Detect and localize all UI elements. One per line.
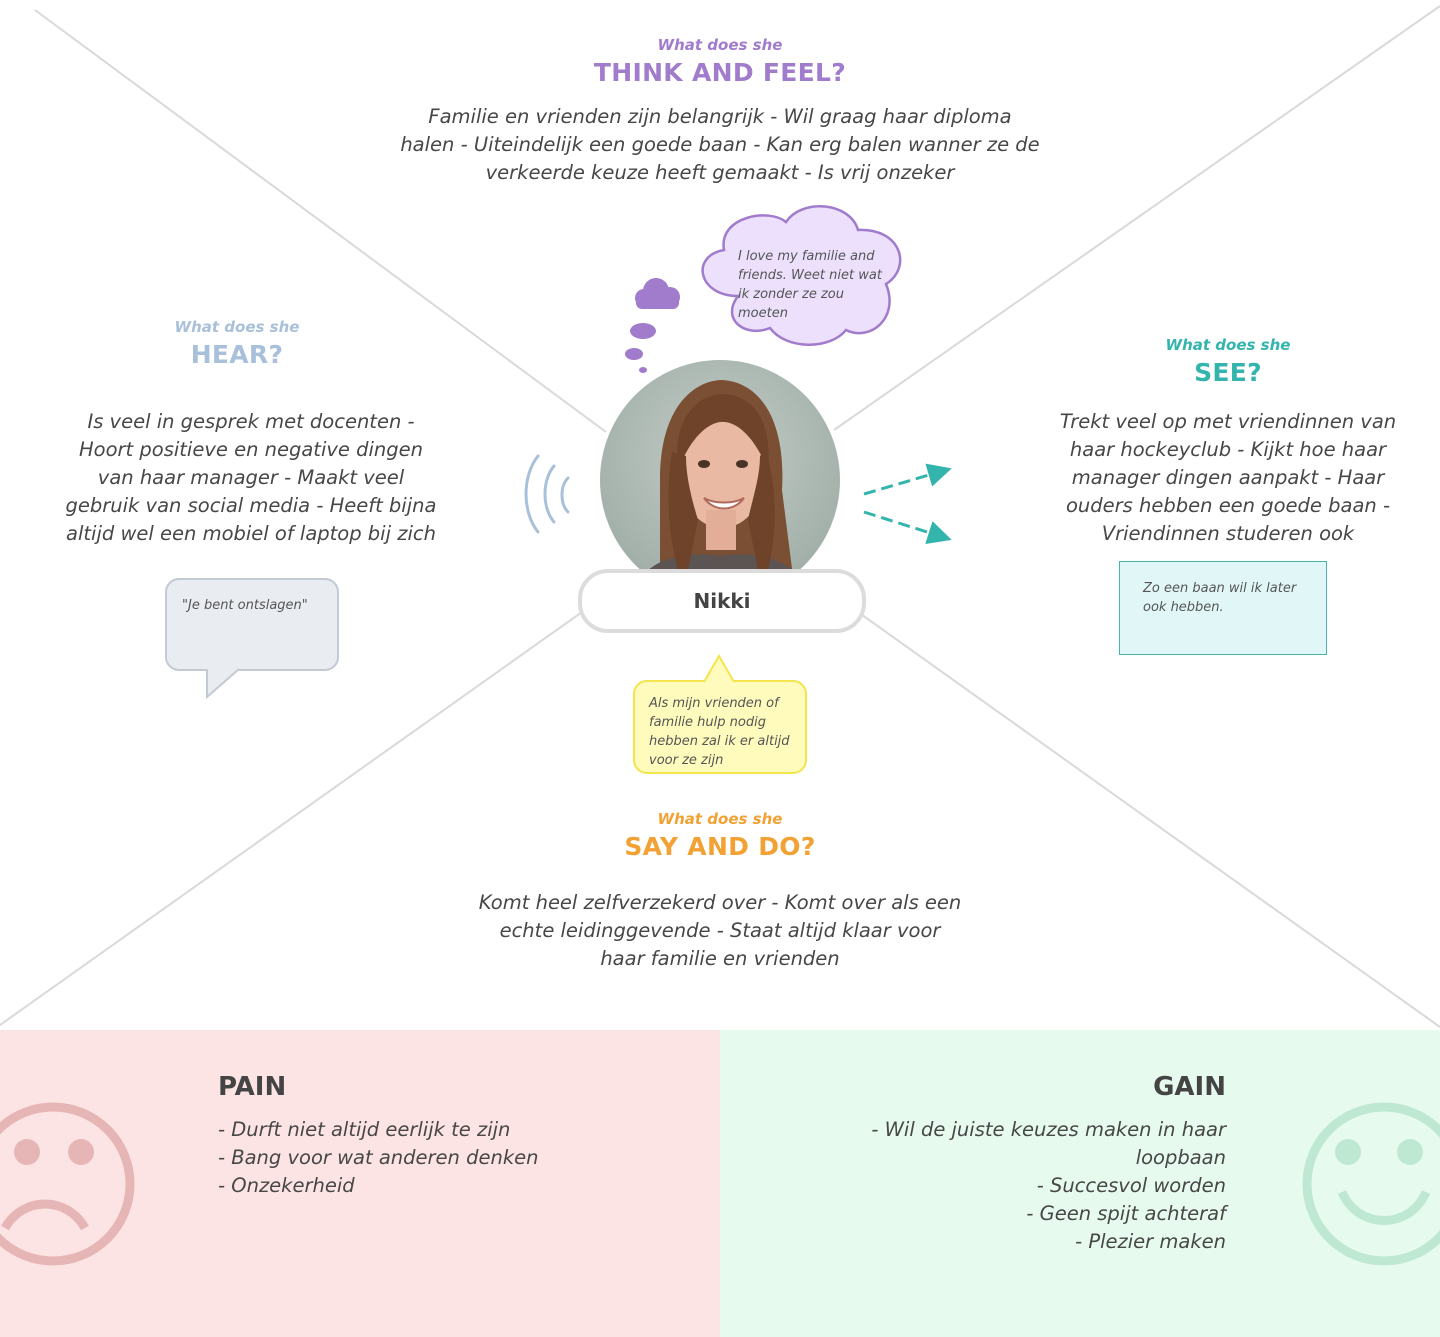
sad-face-icon xyxy=(0,1102,135,1266)
persona-name-pill: Nikki xyxy=(578,569,866,633)
pain-panel: PAIN - Durft niet altijd eerlijk te zijn… xyxy=(0,1030,720,1337)
hear-bubble-text: "Je bent ontslagen" xyxy=(182,598,308,613)
say-kicker: What does she xyxy=(657,810,783,828)
say-bubble-tail xyxy=(703,654,735,684)
pain-item: - Bang voor wat anderen denken xyxy=(218,1146,539,1169)
gain-title: GAIN xyxy=(1153,1072,1226,1102)
hear-kicker: What does she xyxy=(174,318,300,336)
pain-item: - Durft niet altijd eerlijk te zijn xyxy=(218,1118,511,1141)
pain-list: - Durft niet altijd eerlijk te zijn - Ba… xyxy=(218,1116,638,1200)
gain-panel: GAIN - Wil de juiste keuzes maken in haa… xyxy=(720,1030,1440,1337)
think-heading: THINK AND FEEL? xyxy=(593,58,847,87)
sound-waves-icon xyxy=(524,454,570,534)
think-kicker: What does she xyxy=(657,36,783,54)
pain-item: - Onzekerheid xyxy=(218,1174,355,1197)
pain-title: PAIN xyxy=(218,1072,287,1102)
see-heading: SEE? xyxy=(1194,358,1262,387)
say-speech-bubble xyxy=(633,680,807,774)
hear-heading: HEAR? xyxy=(190,340,284,369)
gain-item: - Plezier maken xyxy=(1075,1230,1226,1253)
gain-item: - Succesvol worden xyxy=(1036,1174,1226,1197)
say-bubble-text: Als mijn vrienden of familie hulp nodig … xyxy=(649,696,790,768)
thought-puffs-icon xyxy=(625,278,680,373)
avatar xyxy=(600,360,840,600)
gain-item: - Wil de juiste keuzes maken in haar loo… xyxy=(871,1118,1226,1169)
gain-item: - Geen spijt achteraf xyxy=(1026,1202,1226,1225)
think-text: Familie en vrienden zijn belangrijk - Wi… xyxy=(400,105,1040,184)
say-text: Komt heel zelfverzekerd over - Komt over… xyxy=(478,891,962,970)
see-note xyxy=(1119,561,1327,655)
see-note-text: Zo een baan wil ik later ook hebben. xyxy=(1143,581,1297,615)
hear-text: Is veel in gesprek met docenten - Hoort … xyxy=(65,410,437,545)
hear-bubble-tail xyxy=(206,667,240,700)
gain-list: - Wil de juiste keuzes maken in haar loo… xyxy=(870,1116,1226,1256)
sight-arrows-icon xyxy=(863,463,952,544)
see-text: Trekt veel op met vriendinnen van haar h… xyxy=(1059,410,1397,545)
thought-cloud-text: I love my familie and friends. Weet niet… xyxy=(738,249,882,321)
see-kicker: What does she xyxy=(1165,336,1291,354)
say-heading: SAY AND DO? xyxy=(624,832,816,861)
thought-cloud xyxy=(701,205,902,346)
persona-name: Nikki xyxy=(693,589,751,613)
happy-face-icon xyxy=(1302,1102,1440,1266)
portrait-illustration xyxy=(630,380,812,600)
hear-speech-bubble xyxy=(165,578,339,671)
